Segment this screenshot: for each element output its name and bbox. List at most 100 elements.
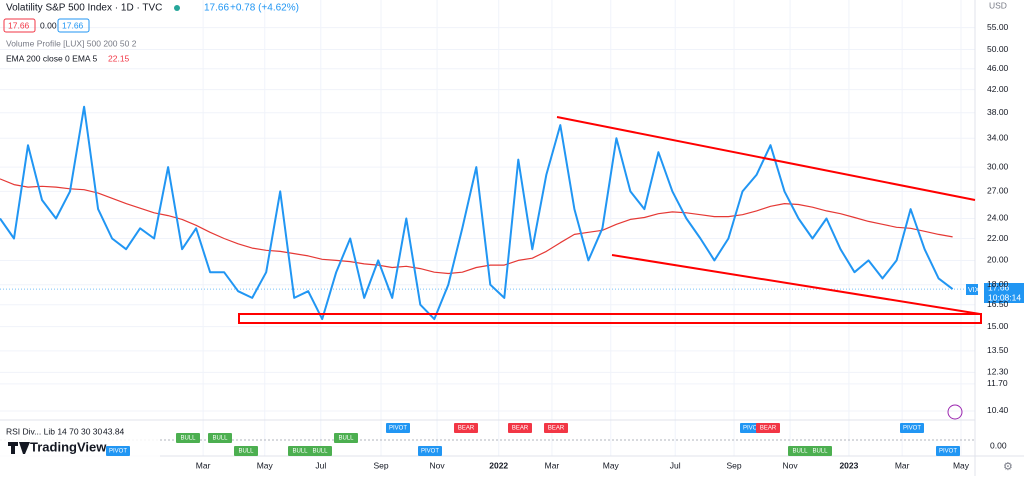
y-tick-label: 12.30: [987, 367, 1009, 377]
signal-badge: [288, 446, 312, 456]
ema-label: EMA 200 close 0 EMA 5: [6, 53, 97, 63]
signal-label: PIVOT: [389, 426, 407, 432]
x-tick-label: May: [603, 460, 620, 470]
signal-badge: [508, 423, 532, 433]
signal-label: PIVOT: [421, 449, 439, 455]
bid-box[interactable]: [3, 18, 36, 33]
x-tick-label: Mar: [545, 460, 560, 470]
y-tick-label: 20.00: [987, 255, 1009, 265]
symbol-title: Volatility S&P 500 Index · 1D · TVC: [6, 3, 162, 14]
signal-badge: [418, 446, 442, 456]
signal-badge: [808, 446, 832, 456]
price-tag-countdown: 10:08:14: [988, 292, 1021, 302]
signal-badge: [900, 423, 924, 433]
x-tick-label: Sep: [726, 460, 741, 470]
rsi-label: RSI Div... Lib 14 70 30 30: [6, 426, 103, 436]
x-tick-label: Mar: [196, 460, 211, 470]
ask: 17.66: [62, 20, 84, 30]
signal-label: BULL: [180, 436, 196, 442]
y-tick-label: 15.00: [987, 321, 1009, 331]
signal-label: BULL: [292, 449, 308, 455]
y-tick-label: 42.00: [987, 84, 1009, 94]
signal-label: BEAR: [548, 426, 565, 432]
y-tick-label: 46.00: [987, 63, 1009, 73]
signal-badge: [788, 446, 812, 456]
y-tick-label: 55.00: [987, 22, 1009, 32]
y-tick-label: 38.00: [987, 107, 1009, 117]
signal-badge: [936, 446, 960, 456]
x-tick-label: May: [953, 460, 970, 470]
signal-label: BULL: [312, 449, 328, 455]
signal-label: BULL: [238, 449, 254, 455]
signal-badge: [454, 423, 478, 433]
y-tick-label: 24.00: [987, 213, 1009, 223]
signal-label: BEAR: [458, 426, 475, 432]
signal-badge: [308, 446, 332, 456]
brand: TradingView: [30, 439, 107, 454]
signal-label: BULL: [338, 436, 354, 442]
symbol-tag: [966, 284, 978, 295]
ema-value: 22.15: [108, 53, 130, 63]
x-tick-label: Mar: [895, 460, 910, 470]
status-dot: [174, 5, 180, 11]
signal-label: BULL: [812, 449, 828, 455]
symbol-tag-text: VIX: [968, 287, 980, 294]
currency: USD: [989, 0, 1007, 10]
y-tick-label: 34.00: [987, 133, 1009, 143]
settings-icon[interactable]: ⚙: [1003, 461, 1013, 473]
y-tick-label: 50.00: [987, 44, 1009, 54]
signal-label: PIVOT: [743, 426, 761, 432]
signal-label: PIVOT: [903, 426, 921, 432]
signal-badge: [106, 446, 130, 456]
signal-label: BEAR: [760, 426, 777, 432]
x-tick-label: May: [257, 460, 274, 470]
y-tick-label: 27.00: [987, 186, 1009, 196]
last-price: 17.66: [204, 3, 229, 14]
signal-label: BULL: [792, 449, 808, 455]
ask-box[interactable]: [57, 18, 90, 33]
y-tick-label: 30.00: [987, 161, 1009, 171]
rsi-axis-label: 0.00: [990, 440, 1007, 450]
y-tick-label: 13.50: [987, 345, 1009, 355]
trendline[interactable]: [611, 254, 981, 315]
trendline[interactable]: [556, 116, 976, 201]
price-tag-price: 17.66: [988, 282, 1010, 292]
signal-label: BULL: [212, 436, 228, 442]
signal-badge: [208, 433, 232, 443]
x-tick-label: Jul: [315, 460, 326, 470]
y-tick-label: 22.00: [987, 233, 1009, 243]
change: +0.78 (+4.62%): [230, 3, 299, 14]
x-tick-label: 2023: [839, 460, 858, 470]
signal-badge: [334, 433, 358, 443]
signal-badge: [234, 446, 258, 456]
signal-label: BEAR: [512, 426, 529, 432]
volume-profile-label: Volume Profile [LUX] 500 200 50 2: [6, 38, 137, 48]
signal-label: PIVOT: [939, 449, 957, 455]
alert-icon[interactable]: [947, 404, 963, 420]
brand-logo: [8, 442, 30, 454]
signal-badge: [756, 423, 780, 433]
x-tick-label: Jul: [670, 460, 681, 470]
price-tag: [984, 283, 1024, 303]
x-tick-label: 2022: [489, 460, 508, 470]
range-box[interactable]: [238, 313, 982, 324]
signal-label: PIVOT: [109, 449, 127, 455]
x-tick-label: Sep: [373, 460, 388, 470]
plot: [0, 105, 975, 321]
price-line: [0, 105, 954, 321]
x-tick-label: Nov: [783, 460, 799, 470]
signal-badge: [544, 423, 568, 433]
bid: 17.66: [8, 20, 30, 30]
y-tick-label: 11.70: [987, 378, 1008, 388]
y-tick-label: 16.50: [987, 299, 1009, 309]
signal-badge: [176, 433, 200, 443]
spread: 0.00: [40, 20, 57, 30]
y-tick-label: 18.00: [987, 279, 1009, 289]
rsi-value: 43.84: [103, 426, 125, 436]
signal-badge: [386, 423, 410, 433]
x-tick-label: Nov: [430, 460, 446, 470]
